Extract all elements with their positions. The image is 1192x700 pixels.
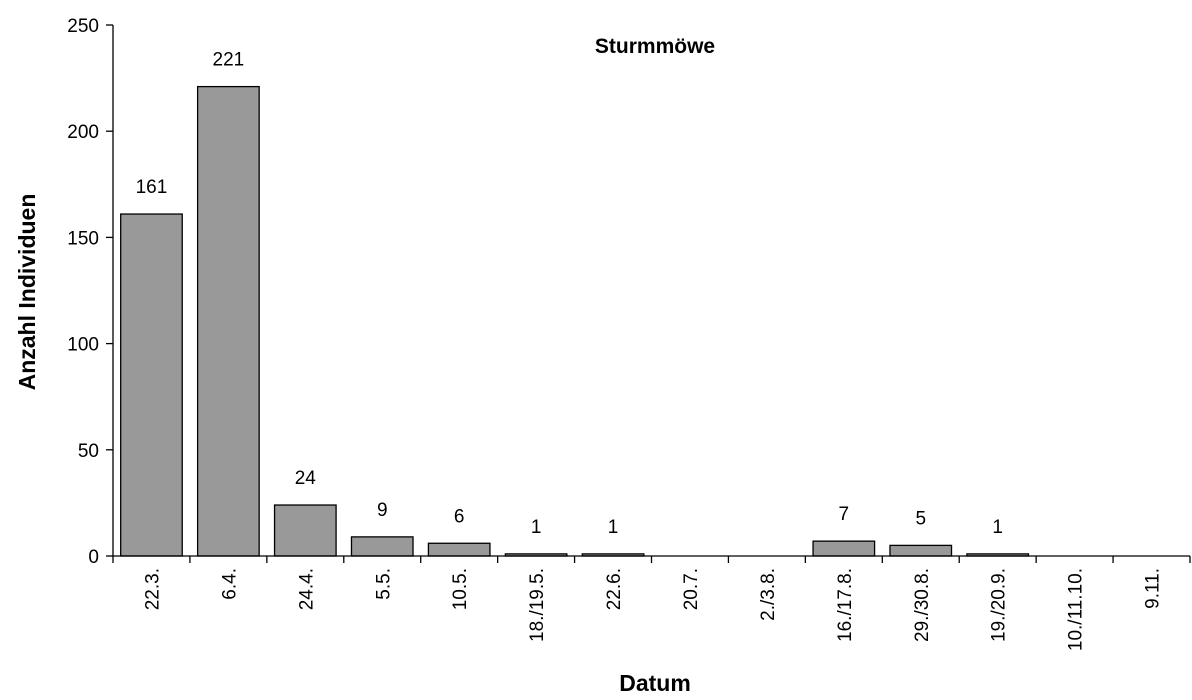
x-tick-label-16./17.8.: 16./17.8. bbox=[835, 568, 856, 642]
x-tick-label-24.4.: 24.4. bbox=[296, 568, 317, 610]
x-tick-label-6.4.: 6.4. bbox=[219, 568, 240, 600]
x-tick-label-22.6.: 22.6. bbox=[604, 568, 625, 610]
x-tick-label-10./11.10.: 10./11.10. bbox=[1066, 568, 1087, 651]
data-label-5.5.: 9 bbox=[377, 500, 388, 521]
data-label-22.3.: 161 bbox=[136, 177, 168, 198]
bar-16./17.8. bbox=[812, 540, 876, 557]
y-tick-label-0: 0 bbox=[88, 547, 99, 568]
bar-24.4. bbox=[273, 504, 337, 557]
y-tick-label-150: 150 bbox=[67, 228, 99, 249]
x-axis-title: Datum bbox=[619, 670, 691, 695]
x-tick-label-19./20.9.: 19./20.9. bbox=[989, 568, 1010, 642]
bar-22.3. bbox=[120, 213, 183, 557]
data-label-29./30.8.: 5 bbox=[915, 508, 926, 529]
y-axis-title: Anzahl Individuen bbox=[14, 194, 40, 391]
axes-layer bbox=[106, 24, 1191, 563]
y-tick-label-100: 100 bbox=[67, 335, 99, 356]
bars-layer bbox=[120, 85, 1030, 557]
x-tick-label-5.5.: 5.5. bbox=[373, 568, 394, 600]
data-label-18./19.5.: 1 bbox=[531, 517, 542, 538]
bar-29./30.8. bbox=[889, 544, 953, 557]
data-label-10.5.: 6 bbox=[454, 506, 465, 527]
y-tick-label-250: 250 bbox=[67, 16, 99, 37]
x-tick-label-9.11.: 9.11. bbox=[1143, 568, 1164, 609]
data-label-6.4.: 221 bbox=[213, 50, 245, 71]
x-tick-label-10.5.: 10.5. bbox=[450, 568, 471, 610]
data-label-16./17.8.: 7 bbox=[839, 504, 850, 525]
bar-10.5. bbox=[427, 542, 491, 557]
y-tick-label-200: 200 bbox=[67, 122, 99, 143]
y-tick-label-50: 50 bbox=[78, 441, 99, 462]
bar-6.4. bbox=[196, 85, 260, 557]
x-tick-label-18./19.5.: 18./19.5. bbox=[527, 568, 548, 642]
x-tick-label-29./30.8.: 29./30.8. bbox=[912, 568, 933, 642]
data-label-19./20.9.: 1 bbox=[992, 517, 1003, 538]
labels-layer: 161 221 24 9 6 1 1 7 5 1 0 50 100 150 200 250 22.3. 6.4. 2… bbox=[67, 16, 1163, 651]
data-label-24.4.: 24 bbox=[295, 468, 317, 489]
chart-title: Sturmmöwe bbox=[595, 35, 715, 58]
x-tick-label-22.3.: 22.3. bbox=[142, 568, 163, 610]
x-tick-label-2./3.8.: 2./3.8. bbox=[758, 568, 779, 621]
bar-5.5. bbox=[350, 536, 414, 557]
x-tick-label-20.7.: 20.7. bbox=[681, 568, 702, 610]
data-label-22.6.: 1 bbox=[608, 517, 619, 538]
